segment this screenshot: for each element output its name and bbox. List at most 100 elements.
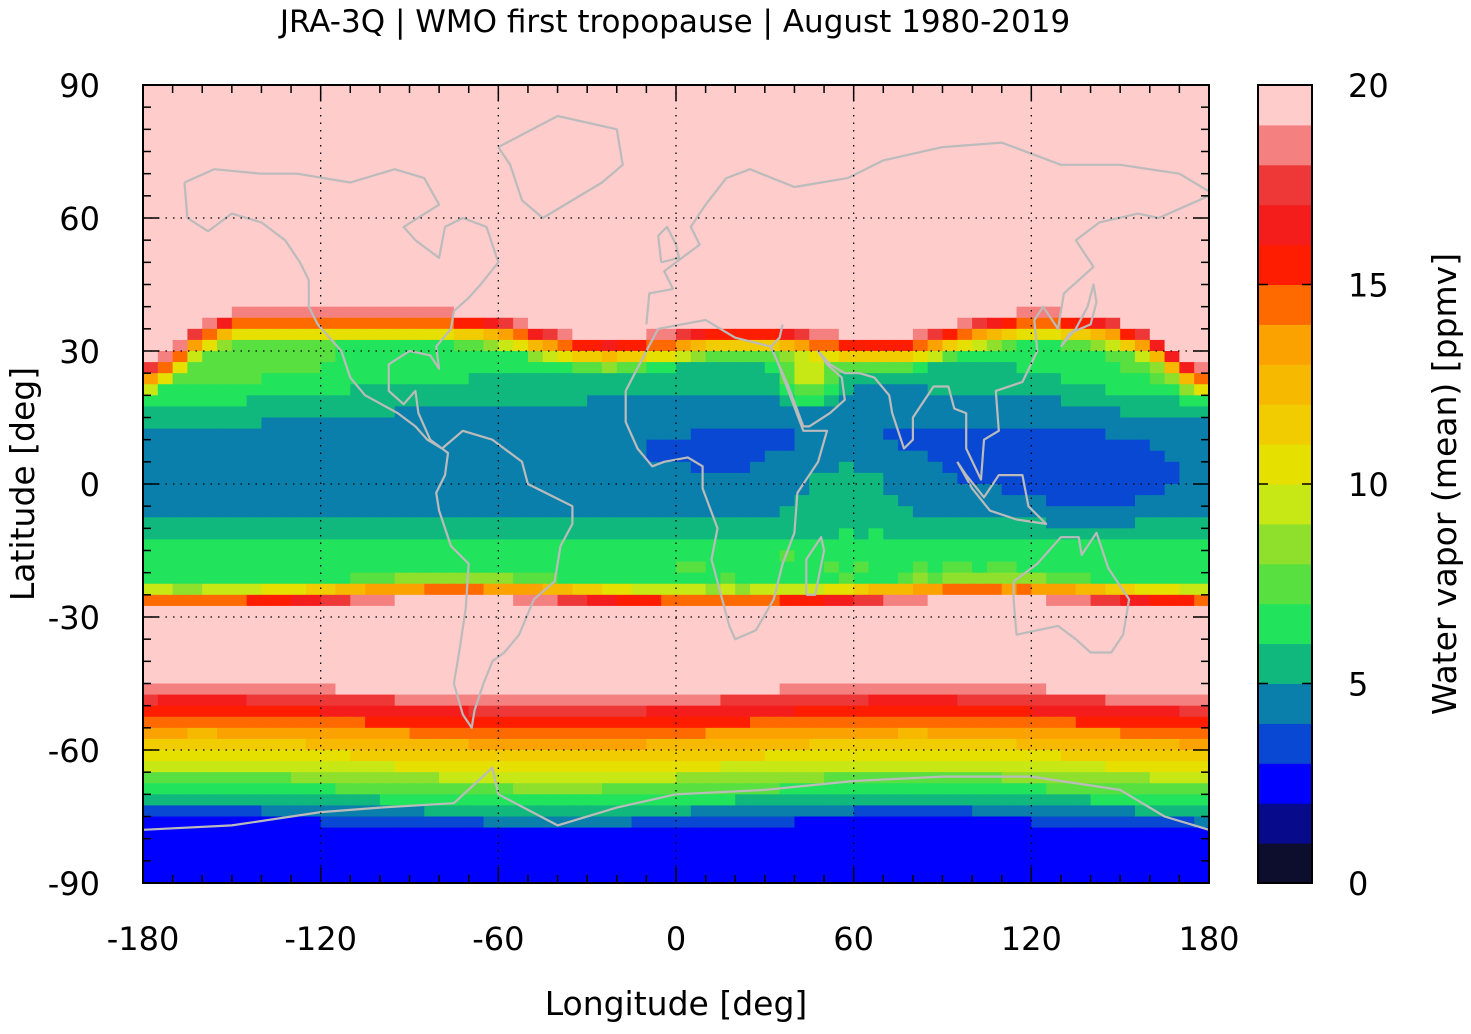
field-cell <box>779 672 796 685</box>
field-cell <box>217 306 233 319</box>
field-cell <box>927 694 944 707</box>
field-cell <box>1179 195 1195 208</box>
field-cell <box>750 461 766 474</box>
field-cell <box>453 262 470 275</box>
field-cell <box>779 517 796 529</box>
field-cell <box>1090 206 1106 219</box>
field-cell <box>764 838 781 851</box>
field-cell <box>320 428 337 441</box>
field-cell <box>1164 794 1180 807</box>
field-cell <box>1149 517 1166 529</box>
field-cell <box>1179 317 1195 330</box>
field-cell <box>957 184 973 197</box>
field-cell <box>394 750 411 762</box>
field-cell <box>824 295 840 308</box>
field-cell <box>1016 273 1032 286</box>
field-cell <box>409 373 425 385</box>
field-cell <box>720 539 736 552</box>
field-cell <box>868 572 884 585</box>
field-cell <box>202 672 218 685</box>
field-cell <box>1046 683 1062 696</box>
field-cell <box>942 351 958 363</box>
field-cell <box>513 417 529 430</box>
field-cell <box>794 151 810 164</box>
field-cell <box>468 727 485 740</box>
field-cell <box>513 738 529 751</box>
field-cell <box>513 750 529 762</box>
field-cell <box>439 794 455 807</box>
field-cell <box>572 539 588 552</box>
field-cell <box>676 783 692 795</box>
field-cell <box>957 362 973 374</box>
field-cell <box>1164 484 1180 496</box>
field-cell <box>883 339 899 352</box>
field-cell <box>557 561 573 574</box>
field-cell <box>616 173 633 186</box>
field-cell <box>824 838 840 851</box>
field-cell <box>720 650 736 662</box>
field-cell <box>409 849 425 862</box>
field-cell <box>542 838 559 851</box>
field-cell <box>527 528 544 541</box>
field-cell <box>276 417 292 430</box>
field-cell <box>1164 572 1180 585</box>
field-cell <box>764 750 781 762</box>
field-cell <box>912 295 929 308</box>
field-cell <box>1016 617 1032 629</box>
field-cell <box>217 118 233 130</box>
field-cell <box>276 639 292 651</box>
field-cell <box>157 683 174 696</box>
field-cell <box>1134 439 1151 452</box>
field-cell <box>972 705 988 718</box>
field-cell <box>1001 240 1018 252</box>
field-cell <box>1016 594 1032 607</box>
field-cell <box>365 816 381 829</box>
field-cell <box>557 539 573 552</box>
field-cell <box>750 738 766 751</box>
field-cell <box>572 838 588 851</box>
field-cell <box>1001 384 1018 396</box>
field-cell <box>646 339 662 352</box>
field-cell <box>513 295 529 308</box>
field-cell <box>498 118 514 130</box>
field-cell <box>143 849 159 862</box>
field-cell <box>912 750 929 762</box>
field-cell <box>587 495 603 507</box>
field-cell <box>246 417 263 430</box>
field-cell <box>365 284 381 297</box>
field-cell <box>735 173 751 186</box>
field-cell <box>986 461 1003 474</box>
field-cell <box>1105 727 1121 740</box>
field-cell <box>676 417 692 430</box>
field-cell <box>1179 694 1195 707</box>
field-cell <box>1046 594 1062 607</box>
field-cell <box>1016 827 1032 840</box>
field-cell <box>246 251 263 263</box>
field-cell <box>439 118 455 130</box>
field-cell <box>616 550 633 563</box>
field-cell <box>1001 617 1018 629</box>
field-cell <box>661 406 677 419</box>
field-cell <box>912 572 929 585</box>
field-cell <box>972 428 988 441</box>
field-cell <box>483 373 499 385</box>
field-cell <box>661 694 677 707</box>
field-cell <box>1194 406 1209 419</box>
field-cell <box>172 716 189 729</box>
field-cell <box>291 716 307 729</box>
field-cell <box>231 206 248 219</box>
field-cell <box>217 206 233 219</box>
field-cell <box>320 761 337 773</box>
field-cell <box>1046 783 1062 795</box>
field-cell <box>143 229 159 241</box>
field-cell <box>1001 805 1018 818</box>
field-cell <box>853 694 870 707</box>
field-cell <box>1090 384 1106 396</box>
field-cell <box>276 672 292 685</box>
field-cell <box>453 284 470 297</box>
field-cell <box>1090 339 1106 352</box>
field-cell <box>779 550 796 563</box>
field-cell <box>231 129 248 142</box>
field-cell <box>764 517 781 529</box>
field-cell <box>824 472 840 485</box>
